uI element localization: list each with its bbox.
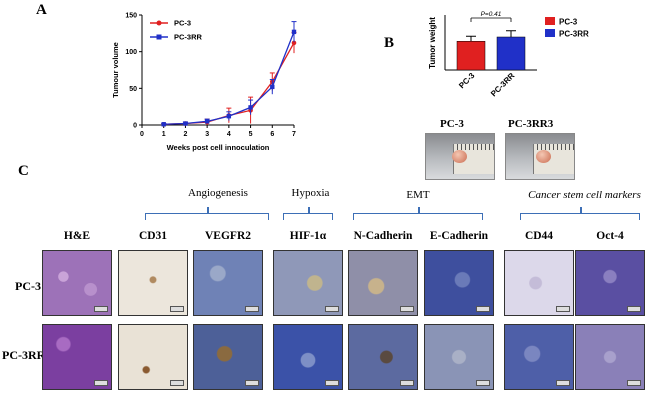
micrograph-pc3-cd31 xyxy=(118,250,188,316)
micrograph-pc3rr-n-cadherin xyxy=(348,324,418,390)
tumor-photo-pc3rr3 xyxy=(505,133,575,180)
bar-PC-3RR xyxy=(496,36,526,71)
scale-bar xyxy=(325,306,339,312)
row-label-pc3: PC-3 xyxy=(15,279,41,293)
panel-letter-a: A xyxy=(36,2,47,18)
micrograph-pc3-hif1a xyxy=(273,250,343,316)
data-point xyxy=(204,119,210,124)
x-tick-label: 1 xyxy=(162,131,166,138)
x-axis-label: Weeks post cell innoculation xyxy=(167,143,270,152)
x-tick-label: 6 xyxy=(270,131,274,138)
y-tick-label: 0 xyxy=(133,123,137,130)
scale-bar xyxy=(476,306,490,312)
micrograph-pc3-e-cadherin xyxy=(424,250,494,316)
tumor-photo-pc3 xyxy=(425,133,495,180)
photo-label-pc3: PC-3 xyxy=(440,118,464,130)
tumor-weight-bar-chart: Tumor weight PC-3 PC-3RR P=0.41 PC-3 PC-3RR xyxy=(428,11,589,99)
scale-bar xyxy=(170,306,184,312)
y-tick-label: 50 xyxy=(129,86,137,93)
bracket-cancer-stem-cell-markers xyxy=(520,207,640,220)
data-point xyxy=(248,105,253,110)
scale-bar xyxy=(245,380,259,386)
scale-bar xyxy=(627,306,641,312)
legend-swatch-PC-3RR xyxy=(545,29,555,37)
panel-letter-c: C xyxy=(18,163,29,179)
col-label-n-cadherin: N-Cadherin xyxy=(353,230,413,242)
legend-marker xyxy=(156,20,162,26)
col-label-e-cadherin: E-Cadherin xyxy=(429,230,489,242)
col-label-oct4: Oct-4 xyxy=(596,230,624,242)
scale-bar xyxy=(556,306,570,312)
bracket-angiogenesis xyxy=(145,207,269,220)
p-value-annotation: P=0.41 xyxy=(481,11,502,18)
tumor xyxy=(536,150,551,163)
legend-label-PC-3RR: PC-3RR xyxy=(174,33,203,42)
x-tick-label: PC-3 xyxy=(457,71,477,91)
x-tick-label: 7 xyxy=(292,131,296,138)
bracket-hypoxia xyxy=(283,207,333,220)
micrograph-pc3-cd44 xyxy=(504,250,574,316)
bracket-emt xyxy=(353,207,483,220)
x-tick-label: 5 xyxy=(249,131,253,138)
col-label-cd44: CD44 xyxy=(524,230,554,242)
scale-bar xyxy=(170,380,184,386)
scale-bar xyxy=(400,380,414,386)
micrograph-pc3-vegfr2 xyxy=(193,250,263,316)
bar-PC-3 xyxy=(456,41,486,71)
scale-bar xyxy=(325,380,339,386)
row-label-pc3rr: PC-3RR xyxy=(2,348,46,362)
scale-bar xyxy=(245,306,259,312)
micrograph-pc3rr-cd44 xyxy=(504,324,574,390)
data-point xyxy=(226,114,232,119)
micrograph-pc3rr-cd31 xyxy=(118,324,188,390)
micrograph-pc3rr-hif1a xyxy=(273,324,343,390)
x-tick-label: 2 xyxy=(183,131,187,138)
scale-bar xyxy=(476,380,490,386)
scale-bar xyxy=(94,380,108,386)
x-tick-label: 0 xyxy=(140,131,144,138)
legend-label-PC-3RR: PC-3RR xyxy=(559,30,589,39)
col-label-cd31: CD31 xyxy=(138,230,168,242)
group-label-emt: EMT xyxy=(406,189,430,201)
micrograph-pc3-he xyxy=(42,250,112,316)
data-point xyxy=(161,122,166,127)
col-label-he: H&E xyxy=(63,230,91,242)
col-label-vegfr2: VEGFR2 xyxy=(205,230,251,242)
micrograph-pc3rr-he xyxy=(42,324,112,390)
scale-bar xyxy=(627,380,641,386)
y-tick-label: 100 xyxy=(125,49,137,56)
data-point xyxy=(270,84,275,90)
scale-bar xyxy=(556,380,570,386)
group-label-cancer-stem-cell-markers: Cancer stem cell markers xyxy=(528,189,641,201)
micrograph-pc3rr-vegfr2 xyxy=(193,324,263,390)
tumor xyxy=(452,150,467,163)
group-label-angiogenesis: Angiogenesis xyxy=(188,187,248,199)
y-axis-label: Tumor weight xyxy=(428,17,437,69)
photo-label-pc3rr3: PC-3RR3 xyxy=(508,118,554,130)
col-label-hif1a: HIF-1α xyxy=(289,230,327,242)
micrograph-pc3-oct4 xyxy=(575,250,645,316)
data-point xyxy=(291,40,297,46)
micrograph-pc3-n-cadherin xyxy=(348,250,418,316)
y-tick-label: 150 xyxy=(125,13,137,20)
scale-bar xyxy=(400,306,414,312)
legend-swatch-PC-3 xyxy=(545,17,555,25)
micrograph-pc3rr-e-cadherin xyxy=(424,324,494,390)
y-axis-label: Tumour volume xyxy=(111,42,120,98)
group-label-hypoxia: Hypoxia xyxy=(291,187,330,199)
data-point xyxy=(291,29,297,35)
x-tick-label: PC-3RR xyxy=(489,71,517,99)
data-point xyxy=(183,121,188,126)
micrograph-pc3rr-oct4 xyxy=(575,324,645,390)
scale-bar xyxy=(94,306,108,312)
legend-marker xyxy=(156,34,162,40)
tumour-volume-line-chart: 0 50 100 150 0 1 2 3 4 5 6 7 Weeks post cell innocul… xyxy=(111,13,297,152)
legend-label-PC-3: PC-3 xyxy=(559,18,578,27)
x-tick-label: 3 xyxy=(205,131,209,138)
panel-letter-b: B xyxy=(384,35,395,51)
legend-label-PC-3: PC-3 xyxy=(174,19,191,28)
x-tick-label: 4 xyxy=(227,131,231,138)
